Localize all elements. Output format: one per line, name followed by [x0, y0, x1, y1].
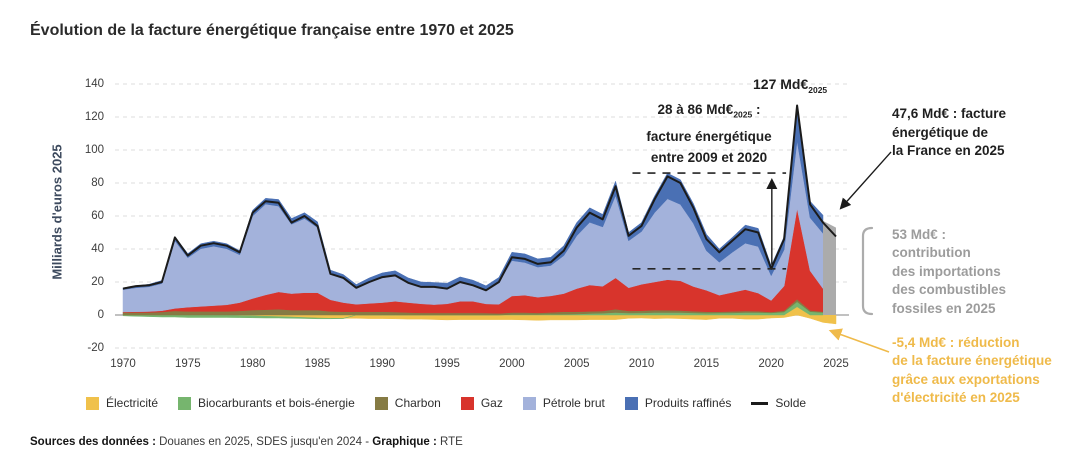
annotation-range-line2: facture énergétique	[646, 128, 772, 144]
produits-raffines-swatch-icon	[624, 396, 638, 410]
annotation-range-colon: :	[752, 102, 761, 117]
y-tick-100: 100	[84, 144, 104, 156]
annotation-range-text: 28 à 86 Md€	[657, 102, 734, 117]
x-tick-1970: 1970	[110, 358, 136, 370]
y-tick-60: 60	[91, 210, 104, 222]
y-tick--20: -20	[87, 342, 104, 354]
y-tick-120: 120	[84, 111, 104, 123]
page-title: Évolution de la facture énergétique fran…	[30, 22, 514, 39]
annotation-peak-2022: 127 Md€2025	[753, 76, 827, 95]
annotation-elec-line4: d'électricité en 2025	[892, 390, 1020, 406]
legend-item-gaz: Gaz	[460, 396, 503, 410]
legend-label-gaz: Gaz	[480, 396, 503, 410]
annotation-peak-text: 127 Md€	[753, 76, 809, 92]
legend-label-produits-raffines: Produits raffinés	[644, 396, 732, 410]
x-tick-1980: 1980	[239, 358, 266, 370]
bill-arrow	[839, 151, 892, 210]
y-tick-20: 20	[91, 276, 104, 288]
annotation-electricity-exports-2025: -5,4 Md€ : réduction de la facture énerg…	[892, 334, 1052, 408]
graphic-credit-label: Graphique :	[372, 436, 437, 448]
legend-label-petrole-brut: Pétrole brut	[542, 396, 605, 410]
y-tick-40: 40	[91, 243, 104, 255]
annotation-peak-subscript: 2025	[808, 84, 828, 95]
chart-legend: Électricité Biocarburants et bois-énergie…	[86, 396, 806, 410]
annotation-fossil-line1: 53 Md€ :	[892, 227, 947, 242]
annotation-elec-line1: -5,4 Md€ : réduction	[892, 335, 1020, 350]
y-tick-0: 0	[97, 309, 104, 321]
gray-area-2025	[823, 220, 836, 315]
gaz-swatch-icon	[460, 396, 474, 410]
legend-item-petrole-brut: Pétrole brut	[522, 396, 605, 410]
solde-swatch-icon	[751, 401, 769, 405]
y-tick-80: 80	[91, 177, 104, 189]
annotation-range-line3: entre 2009 et 2020	[650, 149, 768, 165]
legend-label-biocarburants: Biocarburants et bois-énergie	[198, 396, 355, 410]
x-tick-1990: 1990	[369, 358, 396, 370]
biocarburants-swatch-icon	[178, 396, 192, 410]
annotation-bill-line3: la France en 2025	[892, 143, 1005, 158]
x-tick-2015: 2015	[693, 358, 720, 370]
annotation-range-subscript: 2025	[733, 109, 753, 120]
solde-line	[122, 104, 837, 292]
sources-label: Sources des données :	[30, 436, 156, 448]
legend-label-solde: Solde	[775, 396, 807, 410]
annotation-fossil-line3: des importations	[892, 263, 1001, 279]
sources-line: Sources des données : Douanes en 2025, S…	[30, 436, 463, 448]
legend-item-electricite: Électricité	[86, 396, 158, 410]
x-tick-1975: 1975	[175, 358, 201, 370]
annotation-fossil-imports-2025: 53 Md€ : contribution des importations d…	[892, 226, 1006, 318]
annotation-bill-line2: énergétique de	[892, 124, 989, 140]
electricite-swatch-icon	[86, 396, 99, 410]
legend-label-electricite: Électricité	[106, 396, 159, 410]
sources-text: Douanes en 2025, SDES jusqu'en 2024 -	[155, 436, 373, 448]
legend-label-charbon: Charbon	[394, 396, 441, 410]
annotation-fossil-line2: contribution	[892, 245, 971, 261]
annotation-fossil-line5: fossiles en 2025	[892, 300, 996, 316]
x-tick-2010: 2010	[628, 358, 655, 370]
graphic-credit-text: RTE	[436, 436, 463, 448]
annotation-range-line1: 28 à 86 Md€2025 :	[620, 99, 798, 126]
charbon-swatch-icon	[374, 396, 388, 410]
x-tick-1985: 1985	[304, 358, 331, 370]
legend-item-charbon: Charbon	[374, 396, 441, 410]
y-tick-140: 140	[84, 78, 104, 90]
x-tick-2025: 2025	[823, 358, 849, 370]
x-tick-2020: 2020	[758, 358, 784, 370]
legend-item-biocarburants: Biocarburants et bois-énergie	[178, 396, 355, 410]
annotation-fossil-line4: des combustibles	[892, 282, 1007, 298]
annotation-elec-line2: de la facture énergétique	[892, 353, 1052, 369]
x-tick-2005: 2005	[563, 358, 590, 370]
fossil-bracket	[861, 226, 874, 316]
x-tick-2000: 2000	[499, 358, 525, 370]
annotation-range-2009-2020: 28 à 86 Md€2025 : facture énergétique en…	[620, 99, 798, 168]
x-tick-1995: 1995	[434, 358, 460, 370]
export-arrow	[828, 328, 890, 353]
legend-item-solde: Solde	[751, 396, 806, 410]
annotation-elec-line3: grâce aux exportations	[892, 371, 1040, 387]
legend-item-produits-raffines: Produits raffinés	[624, 396, 732, 410]
annotation-bill-line1: 47,6 Md€ : facture	[892, 106, 1007, 121]
annotation-bill-2025: 47,6 Md€ : facture énergétique de la Fra…	[892, 105, 1006, 161]
petrole-brut-swatch-icon	[522, 396, 536, 410]
